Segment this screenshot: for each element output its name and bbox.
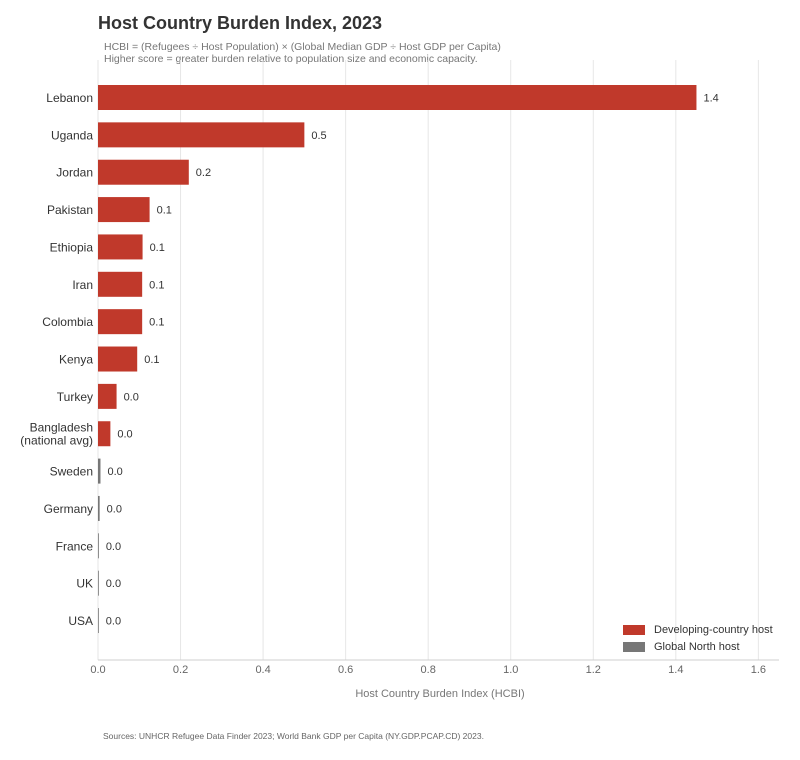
data-label: 0.0 [107,466,122,478]
data-label: 0.1 [157,205,172,217]
category-label: Turkey [57,390,93,404]
bar [98,570,99,596]
chart-subtitle: HCBI = (Refugees ÷ Host Population) × (G… [104,41,501,65]
category-label: Jordan [56,166,93,180]
category-label: Uganda [51,128,93,142]
bar [98,271,143,297]
category-label: Pakistan [47,203,93,217]
category-label: Kenya [59,353,93,367]
subtitle-line-1: HCBI = (Refugees ÷ Host Population) × (G… [104,41,501,53]
bar [98,495,100,521]
bar [98,421,111,447]
data-label: 0.0 [107,503,122,515]
data-label: 0.0 [117,429,132,441]
x-tick-label: 0.4 [255,664,270,676]
x-tick-label: 0.2 [173,664,188,676]
bar [98,608,99,634]
category-label: Bangladesh (national avg) [20,421,93,448]
bar [98,122,305,148]
category-label: UK [76,577,93,591]
chart-title: Host Country Burden Index, 2023 [98,13,383,33]
category-label: Germany [44,502,93,516]
data-label: 1.4 [703,93,718,105]
bar [98,234,143,260]
bar [98,346,138,372]
data-label: 0.0 [106,541,121,553]
legend-swatch-developing [623,625,645,635]
data-label: 0.5 [311,130,326,142]
data-label: 0.2 [196,167,211,179]
source-footer: Sources: UNHCR Refugee Data Finder 2023;… [103,731,484,741]
category-label: USA [68,614,93,628]
x-tick-label: 1.2 [586,664,601,676]
x-tick-label: 1.4 [668,664,683,676]
bar [98,85,697,110]
x-tick-label: 1.6 [751,664,766,676]
category-label: Sweden [50,465,93,479]
x-axis-label: Host Country Burden Index (HCBI) [355,688,524,700]
data-label: 0.1 [150,242,165,254]
bar [98,197,150,223]
category-label: Colombia [42,315,93,329]
x-tick-label: 1.0 [503,664,518,676]
data-label: 0.0 [124,391,139,403]
data-label: 0.1 [149,317,164,329]
x-tick-label: 0.6 [338,664,353,676]
category-label: Ethiopia [50,240,94,254]
legend-label-global-north: Global North host [654,641,740,653]
category-label: Lebanon [46,91,93,105]
data-label: 0.0 [106,578,121,590]
data-label: 0.0 [106,616,121,628]
bar [98,383,117,409]
bar [98,309,143,335]
category-label: France [56,539,94,553]
data-label: 0.1 [144,354,159,366]
data-label: 0.1 [149,279,164,291]
subtitle-line-2: Higher score = greater burden relative t… [104,53,478,65]
legend: Developing-country host Global North hos… [623,622,773,656]
x-tick-label: 0.8 [421,664,436,676]
legend-item-global-north: Global North host [623,639,773,655]
x-tick-label: 0.0 [90,664,105,676]
bar [98,159,189,185]
bar [98,458,101,484]
category-label: Iran [72,278,93,292]
legend-label-developing: Developing-country host [654,624,773,636]
bar [98,533,99,559]
legend-item-developing: Developing-country host [623,622,773,638]
legend-swatch-global-north [623,642,645,652]
